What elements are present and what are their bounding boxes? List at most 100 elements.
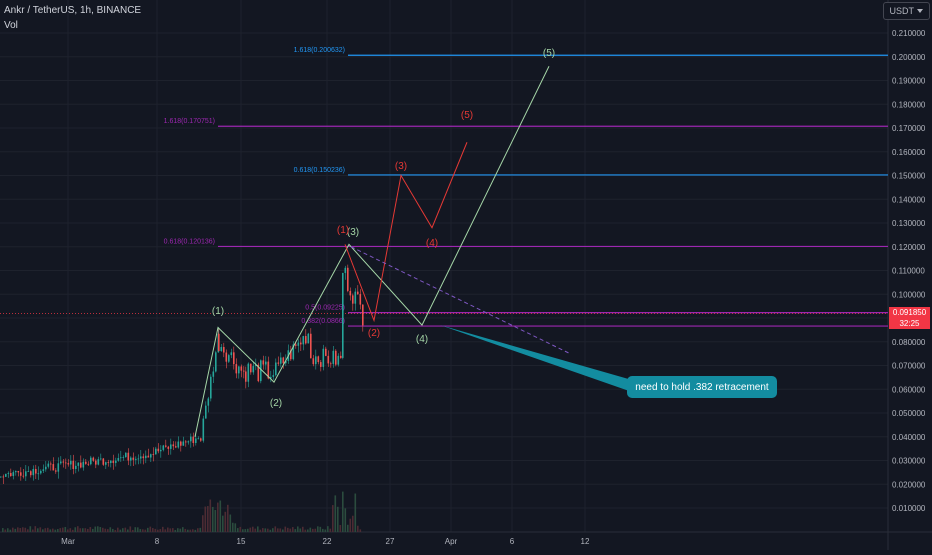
volume-bar bbox=[229, 514, 232, 532]
candle-body bbox=[92, 457, 95, 461]
candle-body bbox=[280, 357, 282, 364]
candle-body bbox=[85, 461, 87, 464]
volume-bar bbox=[37, 528, 39, 532]
volume-bar bbox=[212, 506, 214, 532]
volume-bar bbox=[14, 528, 17, 532]
candle-body bbox=[140, 456, 142, 459]
currency-selector[interactable]: USDT bbox=[882, 2, 930, 20]
volume-bar bbox=[244, 529, 247, 532]
candle-body bbox=[142, 456, 145, 459]
y-tick-label: 0.080000 bbox=[892, 338, 926, 347]
candle-body bbox=[62, 461, 65, 463]
candle-body bbox=[107, 462, 110, 464]
volume-bar bbox=[17, 527, 19, 532]
volume-bar bbox=[47, 527, 49, 532]
candle-body bbox=[340, 355, 342, 358]
candle-body bbox=[30, 471, 32, 476]
volume-bar bbox=[169, 528, 172, 532]
candle-body bbox=[212, 371, 215, 377]
volume-bar bbox=[219, 500, 222, 532]
candle-body bbox=[202, 418, 205, 441]
x-tick-label: 15 bbox=[237, 537, 246, 546]
candle-body bbox=[122, 457, 125, 458]
candle-body bbox=[115, 460, 117, 463]
candle-body bbox=[302, 336, 305, 345]
candle-body bbox=[90, 457, 92, 465]
countdown-tag: 32:25 bbox=[889, 318, 930, 329]
candle-body bbox=[192, 436, 195, 443]
candle-body bbox=[210, 376, 212, 399]
chevron-down-icon bbox=[917, 9, 923, 13]
candle-body bbox=[87, 463, 90, 465]
candle-body bbox=[332, 350, 335, 364]
volume-bar bbox=[247, 528, 249, 532]
annotation-callout[interactable]: need to hold .382 retracement bbox=[627, 376, 777, 398]
volume-bar bbox=[27, 529, 29, 532]
volume-bar bbox=[24, 527, 27, 532]
wave-path-red bbox=[344, 142, 468, 323]
wave-label-red: (4) bbox=[426, 238, 438, 249]
candle-body bbox=[147, 455, 150, 458]
volume-bar bbox=[117, 527, 119, 532]
candle-body bbox=[215, 352, 217, 372]
candle-body bbox=[95, 460, 97, 465]
y-tick-label: 0.030000 bbox=[892, 457, 926, 466]
volume-bar bbox=[224, 511, 227, 532]
volume-bar bbox=[274, 526, 277, 532]
volume-bar bbox=[122, 528, 124, 532]
volume-bar bbox=[344, 508, 347, 532]
candle-body bbox=[315, 356, 317, 365]
wave-label-red: (3) bbox=[395, 161, 407, 172]
y-tick-label: 0.020000 bbox=[892, 480, 926, 489]
candle-body bbox=[275, 362, 277, 376]
volume-bar bbox=[84, 528, 87, 532]
candle-body bbox=[160, 449, 162, 452]
candle-body bbox=[102, 458, 105, 465]
candle-body bbox=[285, 360, 287, 364]
candle-body bbox=[180, 441, 182, 446]
y-tick-label: 0.110000 bbox=[892, 267, 925, 276]
volume-bar bbox=[279, 528, 282, 532]
candle-body bbox=[25, 471, 27, 477]
x-tick-label: 12 bbox=[581, 537, 590, 546]
volume-bar bbox=[237, 528, 239, 532]
x-tick-label: 27 bbox=[386, 537, 395, 546]
candle-body bbox=[305, 336, 307, 344]
candle-body bbox=[344, 267, 347, 273]
volume-bar bbox=[162, 526, 164, 532]
candle-body bbox=[57, 463, 60, 472]
candle-body bbox=[290, 350, 292, 360]
wave-path-green bbox=[194, 66, 550, 437]
volume-bar bbox=[44, 528, 47, 532]
y-tick-label: 0.120000 bbox=[892, 243, 926, 252]
candle-body bbox=[5, 473, 7, 477]
candle-body bbox=[112, 460, 115, 463]
candle-body bbox=[22, 475, 25, 477]
volume-bar bbox=[267, 528, 269, 532]
volume-bar bbox=[62, 527, 64, 532]
volume-bar bbox=[319, 526, 322, 532]
volume-bar bbox=[82, 528, 84, 532]
volume-bar bbox=[52, 528, 54, 532]
volume-bar bbox=[54, 529, 57, 532]
candle-body bbox=[67, 463, 70, 465]
candle-body bbox=[55, 470, 57, 472]
volume-bar bbox=[252, 526, 254, 532]
candle-body bbox=[182, 441, 185, 446]
candle-body bbox=[317, 356, 320, 363]
candle-body bbox=[145, 455, 147, 459]
candle-body bbox=[117, 458, 120, 461]
volume-bar bbox=[272, 528, 274, 532]
candle-body bbox=[172, 444, 175, 447]
volume-bar bbox=[324, 529, 327, 532]
candle-body bbox=[245, 371, 247, 382]
volume-bar bbox=[59, 528, 62, 532]
candle-body bbox=[322, 348, 325, 367]
candle-body bbox=[282, 357, 285, 364]
volume-bar bbox=[79, 528, 82, 532]
volume-bar bbox=[359, 529, 362, 532]
volume-bar bbox=[197, 528, 199, 532]
volume-bar bbox=[299, 528, 302, 532]
